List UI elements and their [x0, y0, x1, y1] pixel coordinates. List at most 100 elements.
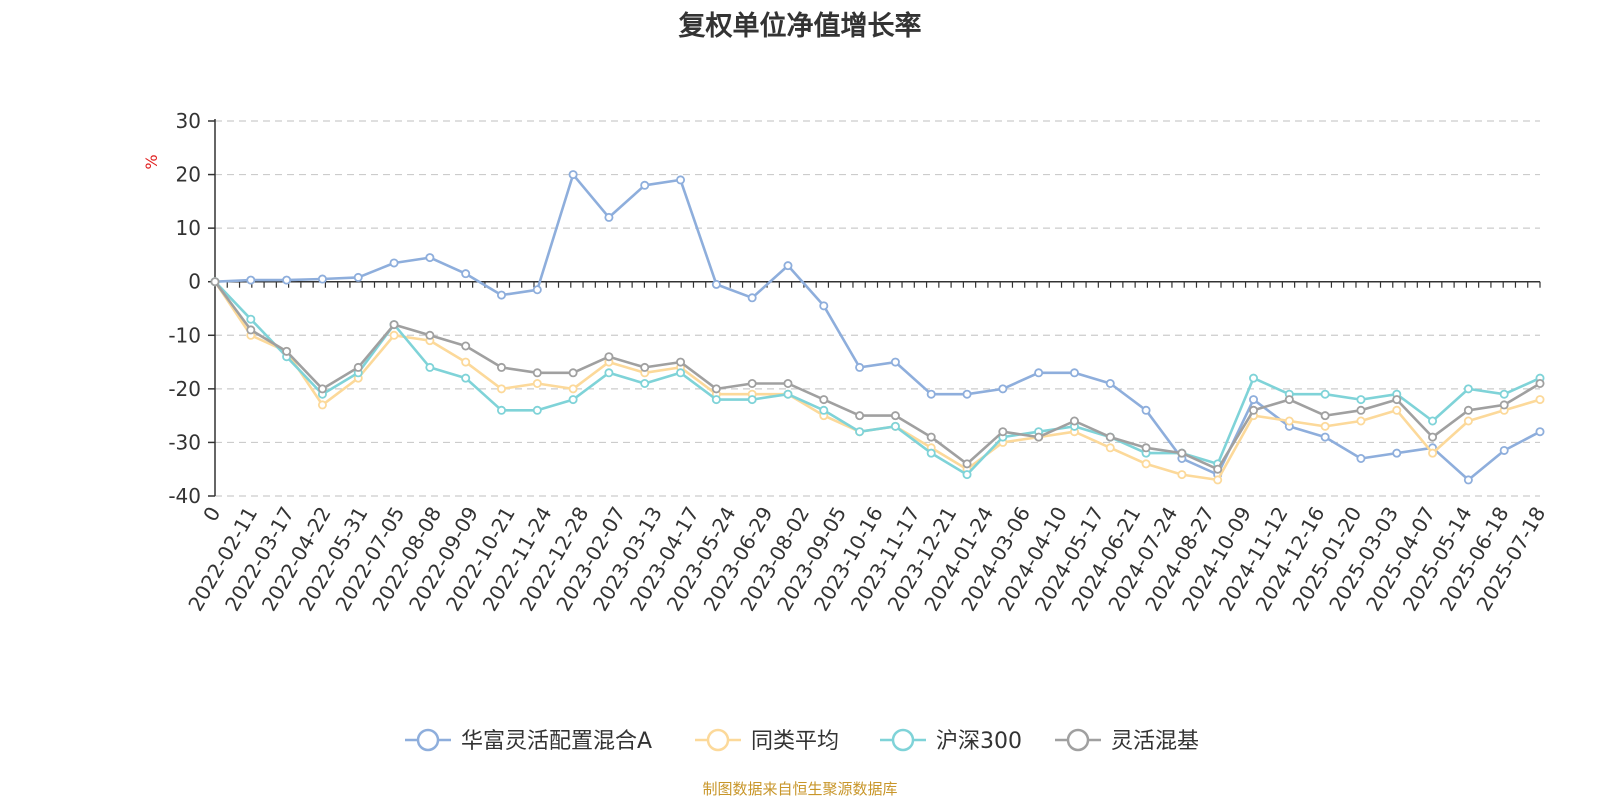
- data-point: [425, 362, 435, 372]
- data-point: [317, 384, 327, 394]
- data-point: [532, 405, 542, 415]
- data-point: [461, 341, 471, 351]
- data-point: [532, 378, 542, 388]
- data-point: [1141, 443, 1151, 453]
- series-layer: [210, 170, 1545, 485]
- series-line-1: [213, 280, 1541, 482]
- data-point: [819, 301, 829, 311]
- data-point: [747, 293, 757, 303]
- data-point: [1499, 400, 1509, 410]
- data-point: [711, 395, 721, 405]
- data-point: [1392, 448, 1402, 458]
- data-point: [1463, 416, 1473, 426]
- data-point: [282, 275, 292, 285]
- data-point: [711, 384, 721, 394]
- data-point: [962, 459, 972, 469]
- data-point: [1463, 475, 1473, 485]
- data-point: [210, 277, 220, 287]
- data-point: [747, 395, 757, 405]
- data-point: [1249, 405, 1259, 415]
- data-point: [640, 180, 650, 190]
- data-point: [676, 357, 686, 367]
- data-point: [1177, 470, 1187, 480]
- data-point: [1499, 389, 1509, 399]
- data-point: [1535, 378, 1545, 388]
- data-point: [461, 373, 471, 383]
- data-point: [1069, 368, 1079, 378]
- legend-item[interactable]: 灵活混基: [1055, 728, 1199, 754]
- data-point: [926, 389, 936, 399]
- legend-item[interactable]: 沪深300: [880, 728, 1022, 754]
- data-point: [890, 421, 900, 431]
- data-point: [1034, 432, 1044, 442]
- data-point: [425, 253, 435, 263]
- data-point: [532, 368, 542, 378]
- data-point: [1463, 384, 1473, 394]
- data-point: [1499, 445, 1509, 455]
- data-point: [496, 405, 506, 415]
- x-tick-label: 0: [198, 503, 225, 526]
- data-point: [1141, 405, 1151, 415]
- data-point: [568, 170, 578, 180]
- data-point: [962, 389, 972, 399]
- data-point: [1105, 378, 1115, 388]
- data-point: [890, 357, 900, 367]
- chart-title: 复权单位净值增长率: [678, 11, 922, 42]
- data-point: [855, 362, 865, 372]
- y-tick-label: -10: [168, 323, 201, 347]
- data-point: [1428, 432, 1438, 442]
- data-point: [1213, 475, 1223, 485]
- legend-item[interactable]: 同类平均: [695, 728, 839, 754]
- legend-marker-icon: [416, 728, 440, 752]
- data-point: [604, 212, 614, 222]
- data-point: [568, 384, 578, 394]
- data-point: [676, 175, 686, 185]
- legend-marker-icon: [1066, 728, 1090, 752]
- data-point: [425, 330, 435, 340]
- data-point: [568, 368, 578, 378]
- data-point: [998, 384, 1008, 394]
- grid-lines: [215, 120, 1540, 497]
- legend-label: 华富灵活配置混合A: [461, 729, 652, 754]
- data-point: [1392, 405, 1402, 415]
- data-point: [855, 427, 865, 437]
- y-axis-unit-label: %: [142, 154, 161, 169]
- legend-marker-icon: [706, 728, 730, 752]
- data-point: [783, 389, 793, 399]
- data-point: [819, 405, 829, 415]
- data-point: [962, 470, 972, 480]
- legend: 华富灵活配置混合A 同类平均 沪深300 灵活混基: [405, 728, 1199, 754]
- y-tick-label: -30: [168, 430, 201, 454]
- data-point: [1141, 459, 1151, 469]
- data-point: [532, 285, 542, 295]
- y-tick-label: 0: [188, 270, 201, 294]
- data-point: [819, 395, 829, 405]
- data-point: [890, 411, 900, 421]
- data-point: [1428, 448, 1438, 458]
- legend-label: 灵活混基: [1111, 729, 1199, 754]
- data-point: [1428, 416, 1438, 426]
- y-tick-label: 20: [176, 163, 201, 187]
- data-point: [317, 274, 327, 284]
- data-point: [1034, 368, 1044, 378]
- data-point: [1356, 453, 1366, 463]
- data-point: [1320, 389, 1330, 399]
- legend-item[interactable]: 华富灵活配置混合A: [405, 728, 652, 754]
- data-point: [676, 368, 686, 378]
- data-point: [640, 378, 650, 388]
- data-point: [747, 378, 757, 388]
- data-point: [246, 325, 256, 335]
- data-point: [640, 362, 650, 372]
- data-point: [855, 411, 865, 421]
- data-point: [1356, 405, 1366, 415]
- data-point: [1320, 432, 1330, 442]
- data-point: [1535, 427, 1545, 437]
- data-point: [246, 314, 256, 324]
- data-point: [783, 261, 793, 271]
- data-point: [282, 346, 292, 356]
- data-point: [496, 290, 506, 300]
- data-point: [998, 427, 1008, 437]
- data-point: [1284, 395, 1294, 405]
- data-point: [246, 275, 256, 285]
